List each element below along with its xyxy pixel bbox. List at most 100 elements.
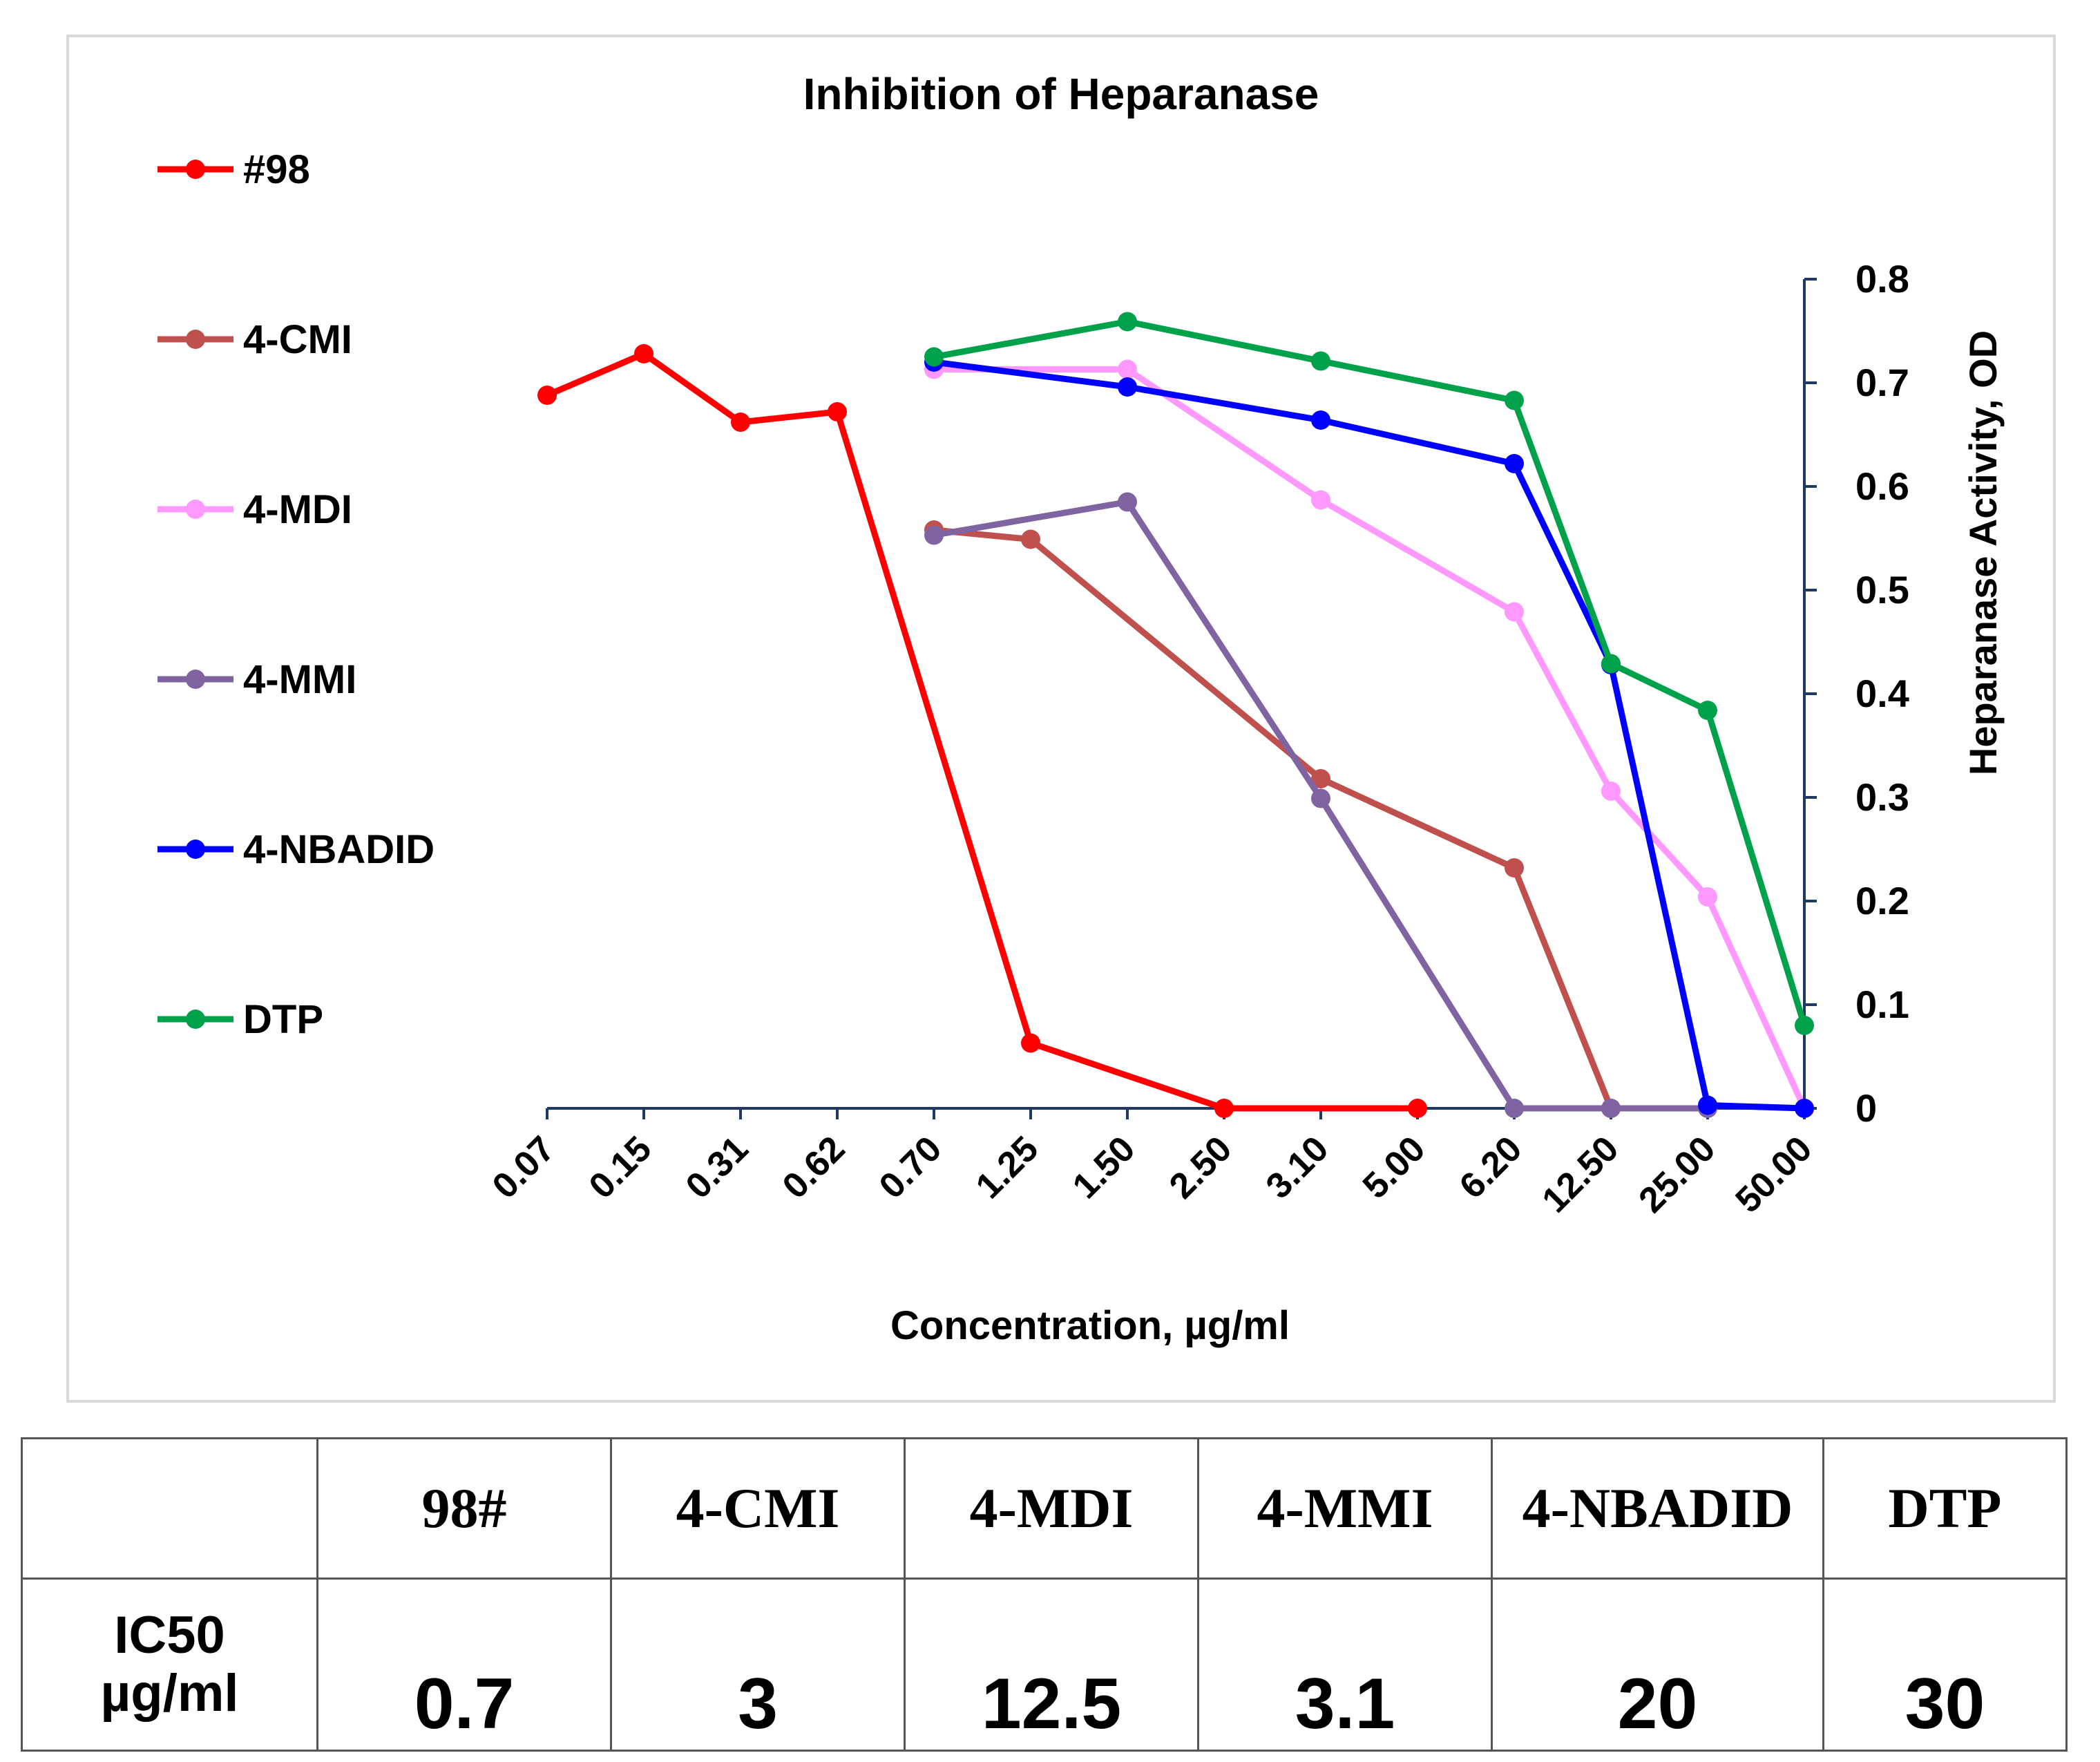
series-line-4-nbadid [930, 359, 1808, 1112]
series-line-4-mmi [930, 499, 1711, 1112]
data-point-98 [537, 386, 557, 405]
x-tick-label: 0.31 [678, 1128, 756, 1206]
table-header-4-nbadid: 4-NBADID [1491, 1437, 1824, 1580]
data-point-98 [828, 402, 847, 421]
chart-frame [66, 35, 2056, 1403]
legend-label: 4-CMI [243, 317, 352, 362]
legend-swatch-marker [186, 330, 205, 349]
y-tick-label: 0.1 [1855, 983, 1909, 1026]
data-point-4-mdi [1601, 781, 1621, 801]
data-point-dtp [1311, 351, 1330, 371]
x-tick-label: 5.00 [1355, 1128, 1433, 1206]
table-header-dtp: DTP [1822, 1437, 2068, 1580]
y-tick-label: 0 [1855, 1086, 1877, 1130]
x-tick-label: 0.70 [872, 1128, 950, 1206]
data-point-dtp [924, 347, 944, 367]
x-tick-label: 12.50 [1534, 1128, 1626, 1220]
data-point-4-mmi [1505, 1099, 1524, 1118]
legend-swatch-marker [186, 500, 205, 519]
x-tick-label: 1.25 [968, 1128, 1047, 1206]
ic50-label: IC50 [114, 1606, 225, 1665]
data-point-4-nbadid [1795, 1099, 1814, 1118]
data-point-98 [634, 344, 653, 363]
ic50-row-label: IC50 µg/ml [21, 1578, 318, 1752]
legend-label: #98 [243, 147, 310, 192]
series-4-mmi [924, 492, 1717, 1118]
y-tick-label: 0.3 [1855, 775, 1909, 819]
data-point-4-mdi [1311, 490, 1330, 510]
series-layer [537, 312, 1814, 1118]
data-point-4-cmi [1505, 858, 1524, 878]
legend-item-4-nbadid: 4-NBADID [158, 827, 435, 872]
data-point-4-mdi [1505, 602, 1524, 622]
legend-item-dtp: DTP [158, 997, 323, 1042]
data-point-dtp [1698, 701, 1717, 720]
table-header-4-mdi: 4-MDI [904, 1437, 1199, 1580]
data-point-4-mdi [1698, 887, 1717, 907]
chart-title: Inhibition of Heparanase [803, 69, 1319, 119]
legend-swatch-marker [186, 670, 205, 689]
data-point-dtp [1601, 654, 1621, 674]
data-point-dtp [1795, 1016, 1814, 1035]
x-tick-label: 25.00 [1631, 1128, 1723, 1220]
legend-swatch-marker [186, 1010, 205, 1029]
data-point-98 [1214, 1099, 1234, 1118]
ic50-value-98: 0.7 [316, 1578, 612, 1752]
y-tick-label: 0.8 [1855, 257, 1909, 301]
y-tick-label: 0.2 [1855, 879, 1909, 922]
legend-item-4-mmi: 4-MMI [158, 657, 356, 702]
ic50-value-4-mmi: 3.1 [1197, 1578, 1493, 1752]
x-tick-label: 0.15 [582, 1128, 660, 1206]
data-point-4-cmi [1311, 769, 1330, 788]
x-tick-label: 2.50 [1162, 1128, 1240, 1206]
legend-swatch-marker [186, 840, 205, 859]
x-axis-title: Concentration, µg/ml [890, 1303, 1290, 1348]
x-tick-label: 3.10 [1259, 1128, 1337, 1206]
series-4-mdi [924, 359, 1814, 1118]
data-point-4-mmi [1118, 492, 1137, 512]
ic50-value-4-cmi: 3 [610, 1578, 906, 1752]
ic50-value-4-nbadid: 20 [1491, 1578, 1824, 1752]
data-point-4-mmi [1601, 1099, 1621, 1118]
x-tick-label: 0.07 [485, 1128, 563, 1206]
table-header-empty [21, 1437, 318, 1580]
table-header-4-cmi: 4-CMI [610, 1437, 906, 1580]
data-point-4-nbadid [1698, 1095, 1717, 1115]
table-header-98: 98# [316, 1437, 612, 1580]
series-line-4-mdi [930, 366, 1808, 1112]
ic50-value-4-mdi: 12.5 [904, 1578, 1199, 1752]
y-axis-title: Heparanase Activity, OD [1961, 330, 2005, 775]
legend-item-4-mdi: 4-MDI [158, 487, 352, 532]
legend-item-4-cmi: 4-CMI [158, 317, 352, 362]
data-point-4-mdi [1118, 359, 1137, 379]
legend-label: 4-MMI [243, 657, 356, 702]
y-tick-label: 0.7 [1855, 361, 1909, 404]
series-line-98 [544, 350, 1421, 1112]
table-header-4-mmi: 4-MMI [1197, 1437, 1493, 1580]
x-tick-label: 1.50 [1065, 1128, 1143, 1206]
series-4-nbadid [924, 352, 1814, 1118]
data-point-dtp [1118, 312, 1137, 332]
legend: #98 4-CMI 4-MDI 4-MMI 4-NBADID DTP [158, 147, 435, 1042]
series-98 [537, 344, 1427, 1118]
data-point-4-mmi [1311, 788, 1330, 808]
data-point-98 [1021, 1033, 1040, 1053]
legend-item-98: #98 [158, 147, 310, 192]
data-point-4-nbadid [1505, 454, 1524, 473]
series-4-cmi [924, 520, 1621, 1118]
data-point-4-nbadid [1118, 377, 1137, 397]
x-tick-label: 50.00 [1728, 1128, 1820, 1220]
ic50-table: 98# 4-CMI 4-MDI 4-MMI 4-NBADID DTP IC50 … [21, 1437, 2068, 1752]
ic50-value-dtp: 30 [1822, 1578, 2068, 1752]
legend-swatch-marker [186, 160, 205, 179]
data-point-98 [1408, 1099, 1427, 1118]
legend-label: DTP [243, 997, 323, 1042]
legend-label: 4-NBADID [243, 827, 435, 872]
data-point-dtp [1505, 390, 1524, 410]
data-point-4-mmi [924, 525, 944, 545]
x-tick-label: 6.20 [1452, 1128, 1530, 1206]
data-point-98 [731, 413, 750, 432]
x-tick-label: 0.62 [775, 1128, 853, 1206]
y-tick-label: 0.6 [1855, 464, 1909, 508]
series-line-dtp [930, 319, 1808, 1029]
